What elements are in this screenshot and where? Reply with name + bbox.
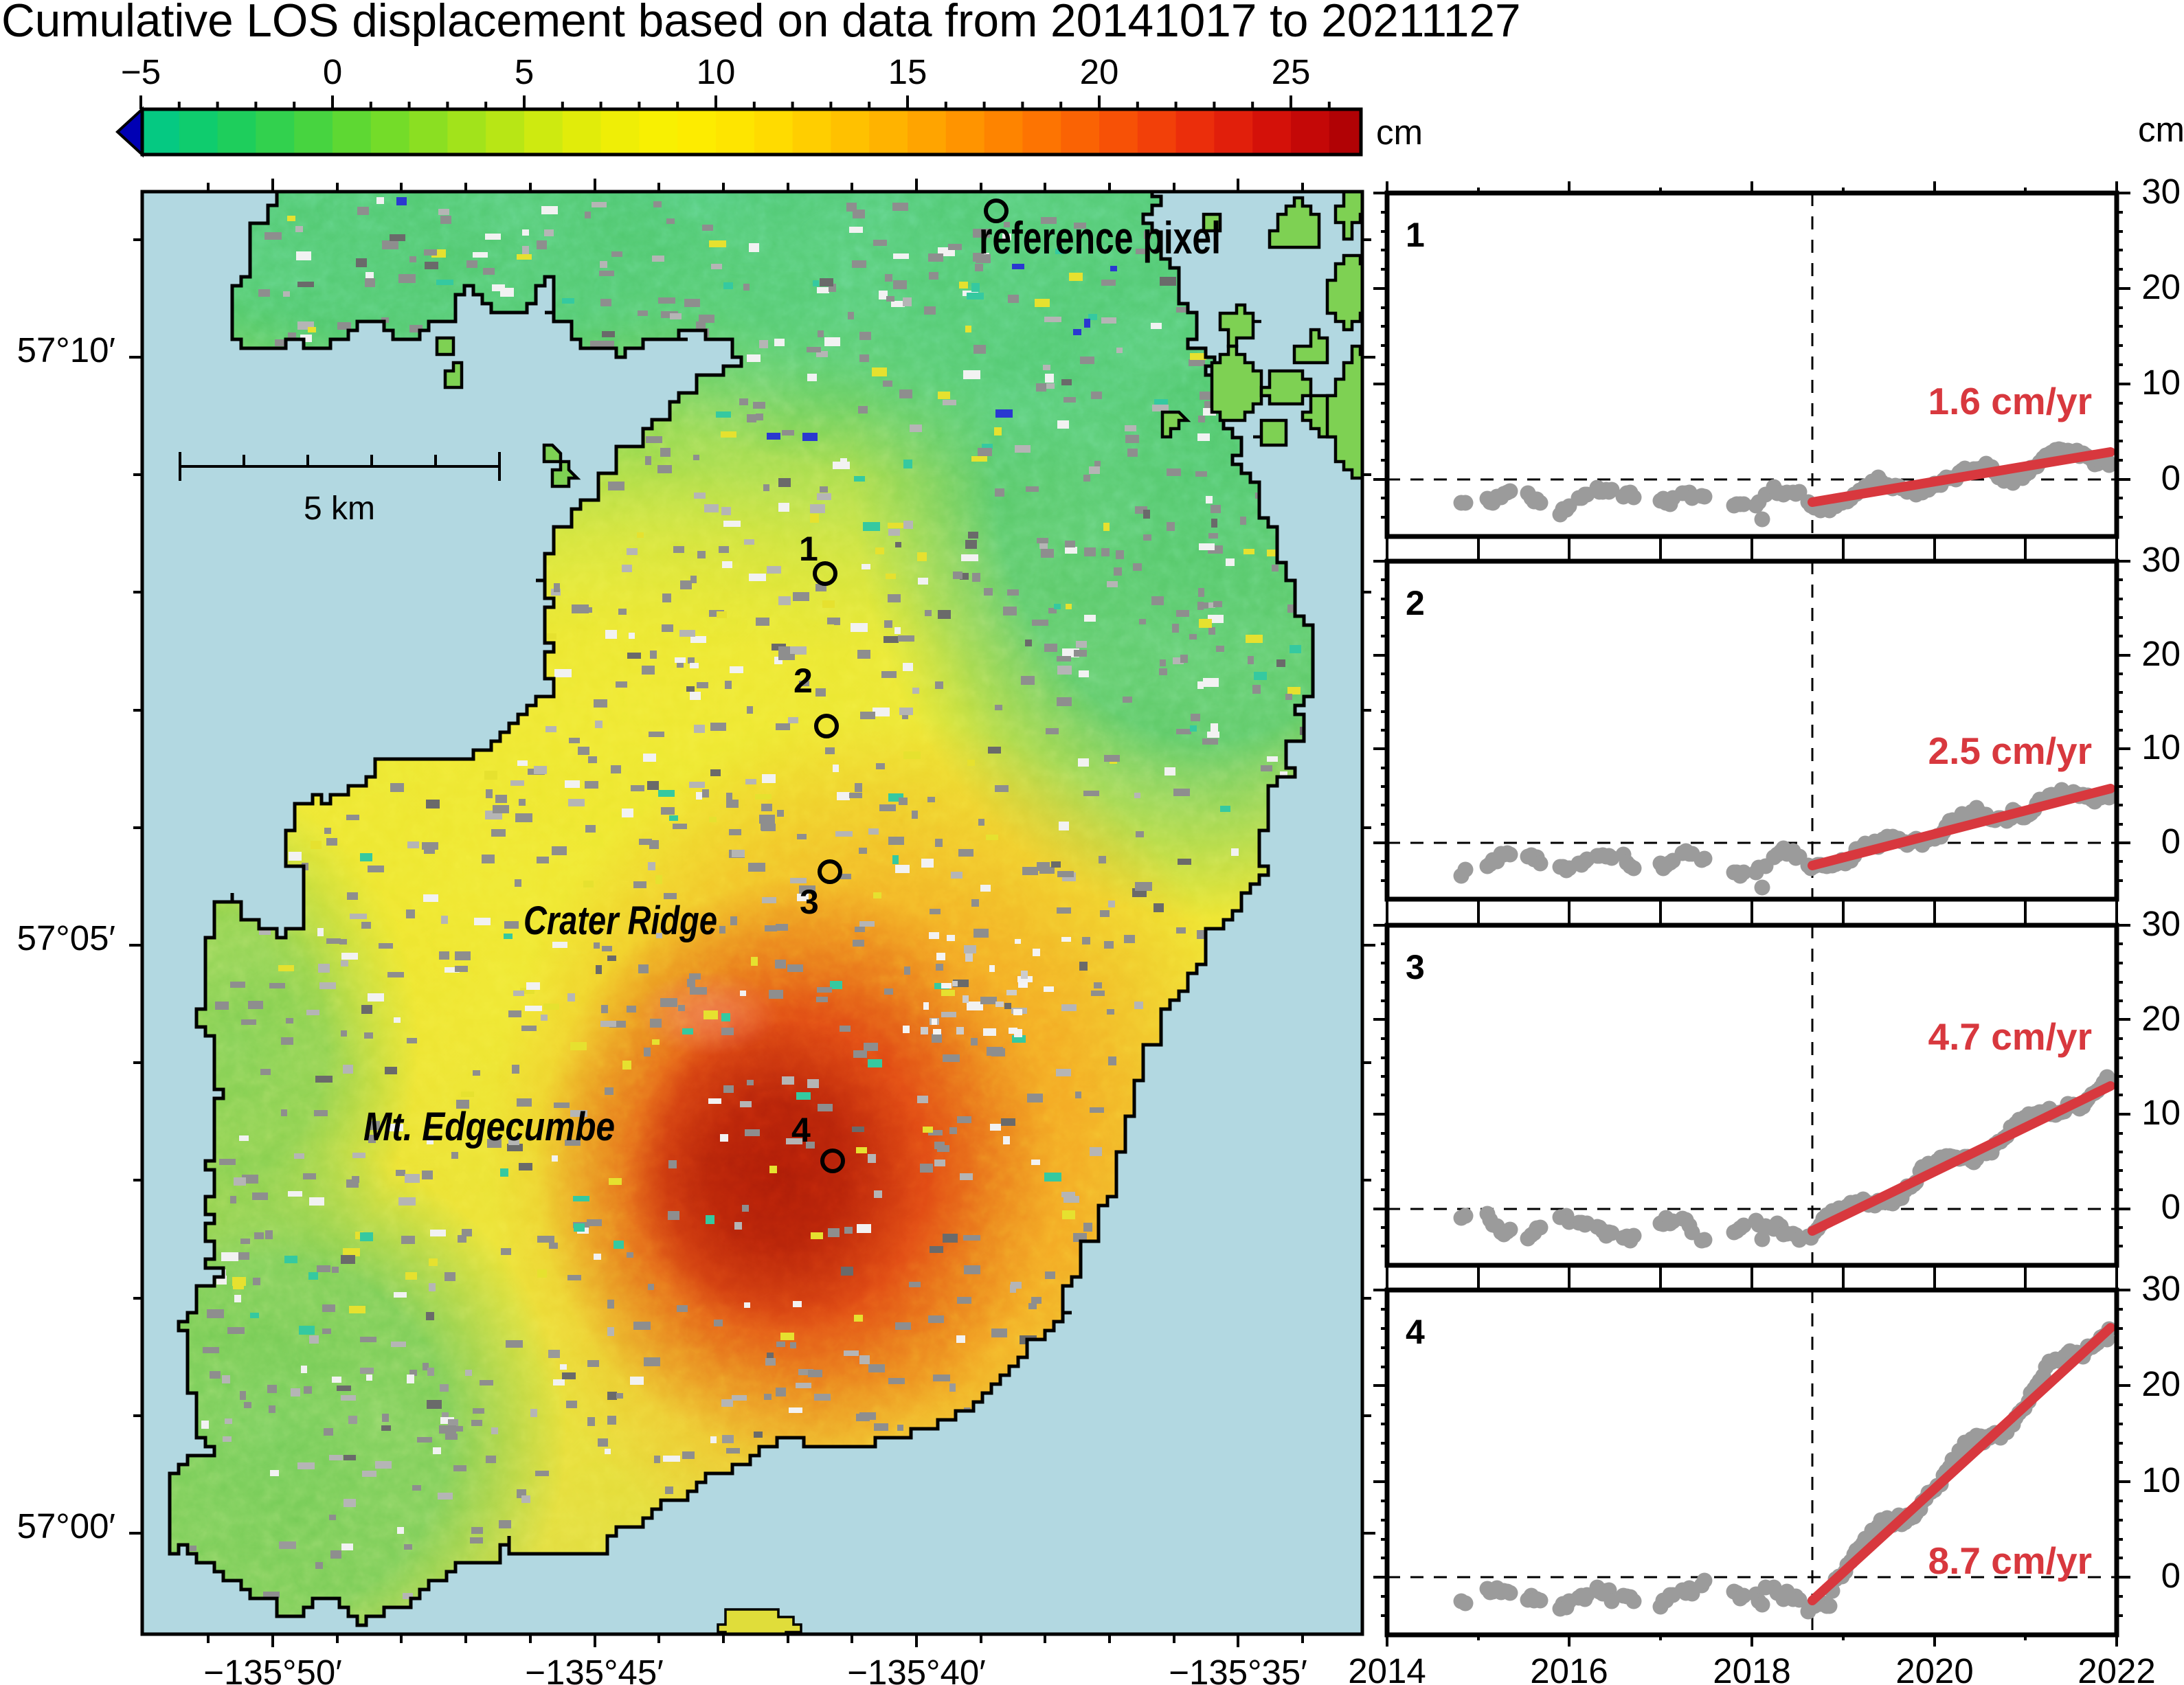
svg-text:0: 0 [2161,1187,2181,1226]
svg-text:Mt. Edgecumbe: Mt. Edgecumbe [363,1105,615,1149]
svg-text:4.7 cm/yr: 4.7 cm/yr [1928,1015,2092,1058]
svg-text:5 km: 5 km [304,490,375,527]
svg-text:2014: 2014 [1348,1651,1426,1685]
svg-text:2: 2 [1406,584,1425,622]
svg-text:Cumulative LOS displacement ba: Cumulative LOS displacement based on dat… [1,0,1520,47]
svg-text:2016: 2016 [1530,1651,1608,1685]
svg-text:0: 0 [323,52,342,91]
svg-text:57°10′: 57°10′ [17,330,115,370]
svg-text:2020: 2020 [1895,1651,1973,1685]
svg-text:20: 20 [2141,1364,2181,1403]
svg-text:cm: cm [1376,113,1423,152]
svg-text:2.5 cm/yr: 2.5 cm/yr [1928,730,2092,772]
svg-text:30: 30 [2141,172,2181,211]
svg-text:−135°35′: −135°35′ [1169,1653,1307,1685]
svg-text:10: 10 [697,52,736,91]
svg-text:1: 1 [799,530,818,568]
svg-text:0: 0 [2161,1556,2181,1595]
svg-text:5: 5 [515,52,534,91]
svg-text:8.7 cm/yr: 8.7 cm/yr [1928,1539,2092,1582]
svg-text:20: 20 [2141,634,2181,673]
svg-text:−135°50′: −135°50′ [203,1653,342,1685]
svg-text:2018: 2018 [1713,1651,1790,1685]
svg-text:4: 4 [791,1111,811,1149]
svg-text:−135°40′: −135°40′ [847,1653,986,1685]
svg-text:reference pixel: reference pixel [979,212,1221,263]
svg-text:−5: −5 [121,52,161,91]
svg-text:0: 0 [2161,822,2181,861]
svg-text:20: 20 [1080,52,1119,91]
svg-text:2: 2 [793,661,813,700]
svg-text:1.6 cm/yr: 1.6 cm/yr [1928,380,2092,422]
svg-text:4: 4 [1406,1313,1425,1351]
svg-text:30: 30 [2141,1269,2181,1308]
svg-text:−135°45′: −135°45′ [525,1653,664,1685]
svg-text:30: 30 [2141,540,2181,579]
svg-text:20: 20 [2141,999,2181,1038]
svg-text:10: 10 [2141,1460,2181,1500]
svg-text:15: 15 [888,52,927,91]
svg-text:cm: cm [2138,110,2184,149]
svg-text:57°00′: 57°00′ [17,1506,115,1546]
svg-text:10: 10 [2141,727,2181,767]
svg-text:2022: 2022 [2078,1651,2155,1685]
svg-text:10: 10 [2141,1093,2181,1132]
svg-text:20: 20 [2141,267,2181,306]
svg-text:30: 30 [2141,904,2181,943]
svg-text:3: 3 [1406,948,1425,986]
svg-text:Crater Ridge: Crater Ridge [524,898,717,943]
svg-text:10: 10 [2141,363,2181,402]
svg-text:1: 1 [1406,216,1425,254]
svg-text:0: 0 [2161,458,2181,497]
svg-text:3: 3 [800,883,819,921]
svg-text:57°05′: 57°05′ [17,918,115,958]
svg-text:25: 25 [1272,52,1311,91]
